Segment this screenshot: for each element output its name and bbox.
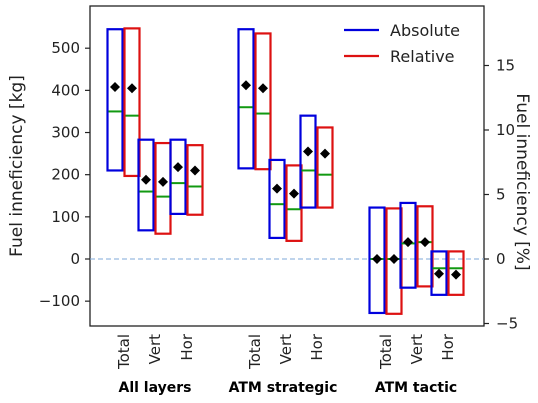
group-label: ATM strategic [229,380,338,396]
box-relative-mean-marker [190,165,200,176]
box-absolute [137,138,155,232]
box-relative-mean-marker [158,176,168,187]
box-absolute [299,114,317,209]
box-relative [254,32,272,171]
box-absolute [430,250,448,296]
box-absolute-mean-marker [272,183,282,194]
box-absolute-mean-marker [403,237,413,248]
box-relative-rect [285,164,303,242]
box-relative-rect [123,27,141,178]
box-absolute [399,201,417,289]
box-relative-mean-marker [451,269,461,280]
y-axis-right-label: Fuel inneficiency [%] [512,93,532,270]
legend-relative-label: Relative [390,47,455,66]
y-right-tick-label: 0 [496,250,506,268]
legend-absolute-label: Absolute [390,21,460,40]
y-right-tick-label: 5 [496,186,506,204]
y-left-tick-label: 0 [70,250,80,268]
box-relative [123,27,141,178]
box-relative [186,144,204,216]
box-relative [154,141,172,235]
box-relative-rect [316,126,334,209]
box-relative [447,250,465,296]
box-absolute-rect [106,28,124,172]
x-tick-label: Total [115,334,133,370]
box-absolute-mean-marker [372,254,382,264]
box-absolute [237,28,255,170]
x-tick-label: Total [246,334,264,370]
y-left-tick-label: 500 [51,39,80,57]
y-right-tick-label: 10 [496,121,515,139]
group-label: All layers [119,380,192,396]
box-relative-mean-marker [127,83,137,94]
x-tick-label: Vert [408,334,426,364]
box-absolute-rect [368,206,386,315]
y-left-tick-label: 100 [51,208,80,226]
x-tick-label: Hor [178,333,196,360]
y-left-tick-label: 200 [51,166,80,184]
box-relative-rect [186,144,204,216]
box-relative-mean-marker [289,188,299,199]
y-axis-left-label: Fuel inneficiency [kg] [7,75,27,257]
box-relative [285,164,303,242]
box-relative-rect [154,141,172,235]
box-relative-mean-marker [258,83,268,94]
box-absolute-rect [237,28,255,170]
box-absolute [268,158,286,240]
box-relative-rect [254,32,272,171]
box-absolute [368,206,386,315]
box-absolute-rect [137,138,155,232]
box-absolute-rect [169,138,187,215]
y-right-tick-label: 15 [496,57,515,75]
box-absolute-mean-marker [434,268,444,279]
box-relative-rect [447,250,465,296]
box-absolute-mean-marker [303,146,313,157]
box-absolute-mean-marker [173,162,183,173]
box-absolute-mean-marker [110,81,120,92]
box-relative-mean-marker [389,254,399,264]
box-absolute [169,138,187,215]
y-right-tick-label: −5 [496,315,518,333]
x-tick-label: Hor [308,333,326,360]
legend: Absolute Relative [344,21,460,66]
group-label: ATM tactic [375,380,457,396]
box-absolute-rect [430,250,448,296]
y-left-tick-label: −100 [39,292,80,310]
x-tick-label: Vert [146,334,164,364]
y-left-tick-label: 400 [51,81,80,99]
box-absolute [106,28,124,172]
box-absolute-rect [399,201,417,289]
box-absolute-rect [299,114,317,209]
box-relative [385,207,403,315]
x-tick-label: Hor [439,333,457,360]
box-absolute-rect [268,158,286,240]
y-left-tick-label: 300 [51,124,80,142]
box-relative-rect [416,205,434,288]
box-absolute-mean-marker [141,174,151,185]
box-relative-mean-marker [420,237,430,248]
x-tick-label: Vert [277,334,295,364]
box-absolute-mean-marker [241,80,251,91]
box-relative [316,126,334,209]
x-tick-label: Total [377,334,395,370]
box-relative [416,205,434,288]
box-relative-mean-marker [320,148,330,159]
plot-frame [89,5,485,327]
